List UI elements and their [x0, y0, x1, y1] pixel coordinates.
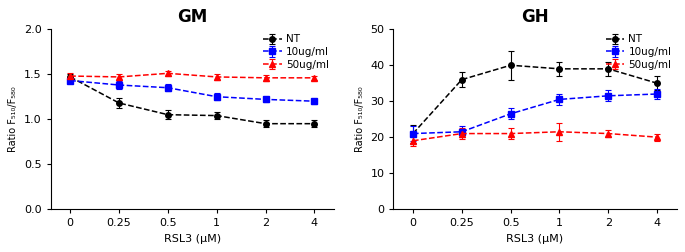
X-axis label: RSL3 (μM): RSL3 (μM) [506, 234, 564, 244]
Legend: NT, 10ug/ml, 50ug/ml: NT, 10ug/ml, 50ug/ml [261, 33, 331, 72]
Title: GM: GM [177, 8, 208, 26]
Legend: NT, 10ug/ml, 50ug/ml: NT, 10ug/ml, 50ug/ml [603, 33, 673, 72]
Y-axis label: Ratio F₅₁₀/F₅₈₀: Ratio F₅₁₀/F₅₈₀ [355, 86, 364, 152]
Title: GH: GH [521, 8, 549, 26]
X-axis label: RSL3 (μM): RSL3 (μM) [164, 234, 221, 244]
Y-axis label: Ratio F₅₁₀/F₅₈₀: Ratio F₅₁₀/F₅₈₀ [8, 86, 18, 152]
